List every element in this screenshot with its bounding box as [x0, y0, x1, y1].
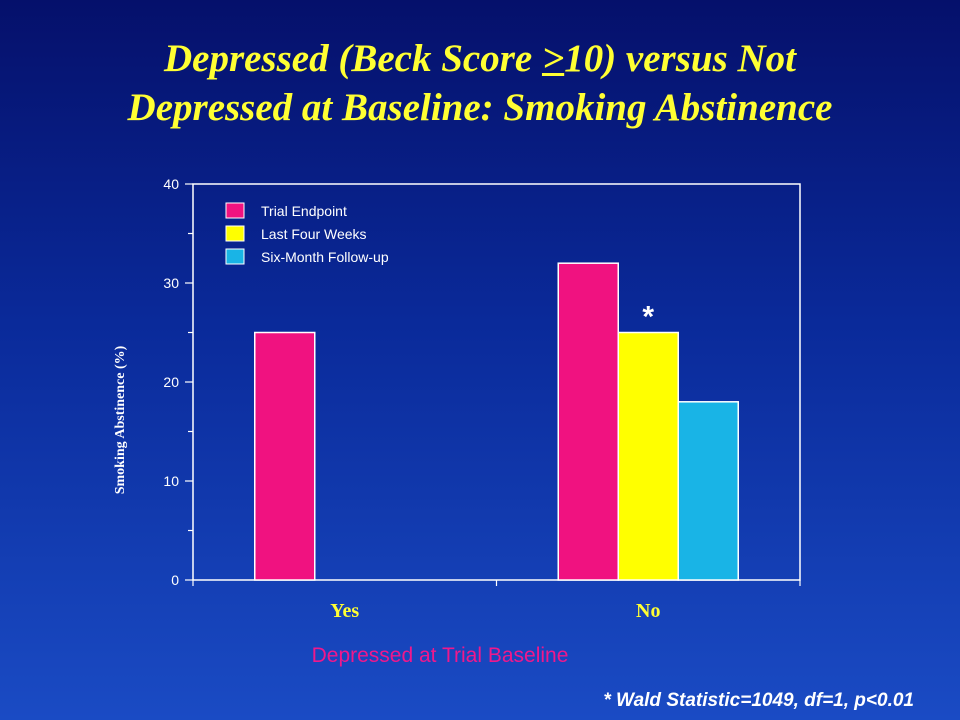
title-part-1: Depressed (Beck Score [163, 37, 542, 80]
y-tick-label: 40 [163, 176, 179, 192]
title-geq-symbol: > [541, 37, 565, 80]
bar [677, 401, 739, 581]
y-tick-label: 0 [171, 572, 179, 588]
legend-label: Last Four Weeks [261, 226, 367, 242]
y-tick-label: 30 [163, 275, 179, 291]
slide-title: Depressed (Beck Score >10) versus Not De… [0, 34, 960, 132]
legend-swatch [225, 225, 245, 242]
legend-swatch [225, 248, 245, 265]
title-line-2: Depressed at Baseline: Smoking Abstinenc… [127, 86, 833, 129]
x-axis-label: Depressed at Trial Baseline [312, 644, 569, 667]
y-tick-label: 20 [163, 374, 179, 390]
bar [557, 262, 619, 581]
legend-label: Trial Endpoint [261, 203, 347, 219]
legend-swatch [225, 202, 245, 219]
legend-label: Six-Month Follow-up [261, 249, 389, 265]
x-category-label: Yes [330, 600, 359, 622]
title-part-2: 10) versus Not [564, 37, 797, 80]
y-axis-label: Smoking Abstinence (%) [113, 345, 128, 494]
bar [254, 331, 316, 581]
significance-star: * [642, 301, 654, 334]
footnote: * Wald Statistic=1049, df=1, p<0.01 [603, 690, 914, 711]
y-tick-label: 10 [163, 473, 179, 489]
x-category-label: No [636, 600, 660, 622]
title-line-1: Depressed (Beck Score >10) versus Not [0, 34, 960, 83]
bar [617, 331, 679, 581]
